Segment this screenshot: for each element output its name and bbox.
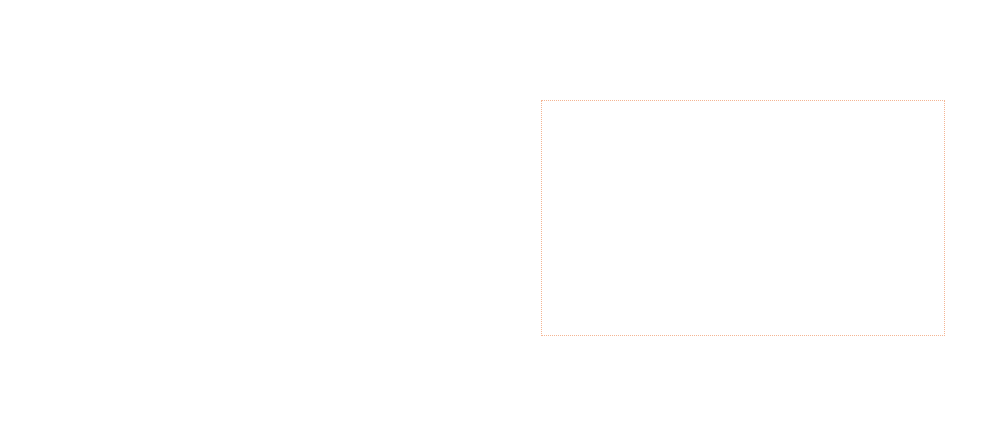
selection-marquee[interactable] xyxy=(541,100,945,336)
